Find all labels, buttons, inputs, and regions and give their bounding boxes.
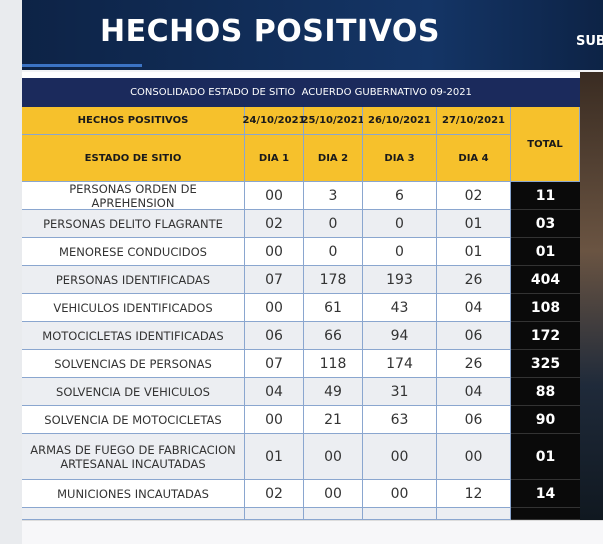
value-cell: 02 <box>437 182 511 210</box>
table-caption: CONSOLIDADO ESTADO DE SITIO ACUERDO GUBE… <box>22 78 580 107</box>
bottom-strip <box>22 520 603 544</box>
value-cell: 00 <box>245 238 304 266</box>
value-cell: 00 <box>304 434 363 480</box>
value-cell: 118 <box>304 350 363 378</box>
value-cell: 06 <box>437 406 511 434</box>
header-cell: 26/10/2021 <box>363 107 437 135</box>
value-cell: 6 <box>363 182 437 210</box>
header-cell: DIA 4 <box>437 135 511 182</box>
total-cell: 88 <box>511 378 580 406</box>
total-cell: 172 <box>511 322 580 350</box>
value-cell: 01 <box>245 434 304 480</box>
value-cell: 0 <box>363 210 437 238</box>
value-cell: 26 <box>437 350 511 378</box>
value-cell: 12 <box>437 480 511 508</box>
header-cell: DIA 2 <box>304 135 363 182</box>
empty-cell <box>363 508 437 520</box>
value-cell: 43 <box>363 294 437 322</box>
value-cell: 66 <box>304 322 363 350</box>
value-cell: 00 <box>363 434 437 480</box>
empty-cell <box>437 508 511 520</box>
row-label: MOTOCICLETAS IDENTIFICADAS <box>22 322 245 350</box>
total-cell: 325 <box>511 350 580 378</box>
side-image <box>580 72 603 520</box>
total-cell: 01 <box>511 238 580 266</box>
value-cell: 26 <box>437 266 511 294</box>
banner-underline <box>22 64 142 67</box>
value-cell: 31 <box>363 378 437 406</box>
value-cell: 07 <box>245 266 304 294</box>
value-cell: 02 <box>245 480 304 508</box>
value-cell: 0 <box>304 238 363 266</box>
value-cell: 193 <box>363 266 437 294</box>
total-cell: 108 <box>511 294 580 322</box>
empty-cell <box>304 508 363 520</box>
total-cell: 03 <box>511 210 580 238</box>
header-cell: DIA 3 <box>363 135 437 182</box>
empty-cell <box>22 508 245 520</box>
value-cell: 01 <box>437 210 511 238</box>
total-cell <box>511 508 580 520</box>
row-label: MUNICIONES INCAUTADAS <box>22 480 245 508</box>
row-label: PERSONAS DELITO FLAGRANTE <box>22 210 245 238</box>
row-label: SOLVENCIAS DE PERSONAS <box>22 350 245 378</box>
value-cell: 3 <box>304 182 363 210</box>
value-cell: 00 <box>363 480 437 508</box>
value-cell: 00 <box>245 182 304 210</box>
header-cell: 25/10/2021 <box>302 107 364 135</box>
value-cell: 00 <box>304 480 363 508</box>
value-cell: 02 <box>245 210 304 238</box>
banner <box>22 0 603 70</box>
total-cell: 11 <box>511 182 580 210</box>
value-cell: 63 <box>363 406 437 434</box>
value-cell: 01 <box>437 238 511 266</box>
value-cell: 49 <box>304 378 363 406</box>
total-cell: 90 <box>511 406 580 434</box>
value-cell: 04 <box>437 294 511 322</box>
value-cell: 06 <box>437 322 511 350</box>
total-cell: 14 <box>511 480 580 508</box>
empty-cell <box>245 508 304 520</box>
value-cell: 174 <box>363 350 437 378</box>
value-cell: 0 <box>304 210 363 238</box>
value-cell: 04 <box>245 378 304 406</box>
value-cell: 00 <box>245 406 304 434</box>
total-cell: 01 <box>511 434 580 480</box>
value-cell: 06 <box>245 322 304 350</box>
total-cell: 404 <box>511 266 580 294</box>
value-cell: 00 <box>437 434 511 480</box>
row-label: VEHICULOS IDENTIFICADOS <box>22 294 245 322</box>
banner-side-text: SUB <box>576 34 603 49</box>
value-cell: 07 <box>245 350 304 378</box>
value-cell: 0 <box>363 238 437 266</box>
row-label: SOLVENCIA DE VEHICULOS <box>22 378 245 406</box>
value-cell: 61 <box>304 294 363 322</box>
row-label: ARMAS DE FUEGO DE FABRICACION ARTESANAL … <box>22 434 245 480</box>
header-cell: 24/10/2021 <box>243 107 305 135</box>
value-cell: 04 <box>437 378 511 406</box>
header-cell: 27/10/2021 <box>437 107 511 135</box>
value-cell: 94 <box>363 322 437 350</box>
row-label: PERSONAS IDENTIFICADAS <box>22 266 245 294</box>
value-cell: 00 <box>245 294 304 322</box>
banner-title: HECHOS POSITIVOS <box>100 14 440 49</box>
header-cell: ESTADO DE SITIO <box>22 135 245 182</box>
header-cell: TOTAL <box>511 107 580 182</box>
side-strip <box>0 0 22 544</box>
header-cell: DIA 1 <box>245 135 304 182</box>
value-cell: 178 <box>304 266 363 294</box>
value-cell: 21 <box>304 406 363 434</box>
header-cell: HECHOS POSITIVOS <box>22 107 245 135</box>
row-label: PERSONAS ORDEN DE APREHENSION <box>22 182 245 210</box>
row-label: MENORESE CONDUCIDOS <box>22 238 245 266</box>
row-label: SOLVENCIA DE MOTOCICLETAS <box>22 406 245 434</box>
